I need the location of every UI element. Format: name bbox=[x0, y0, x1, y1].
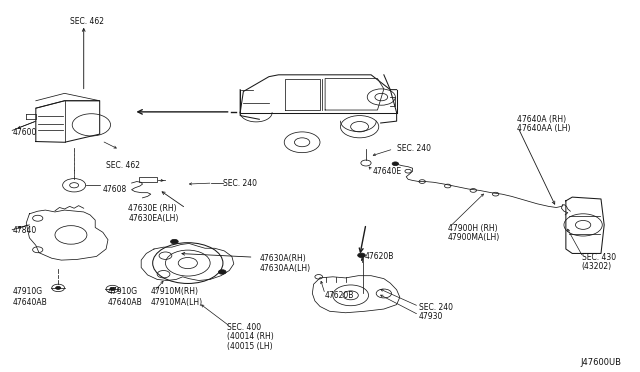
Circle shape bbox=[110, 288, 115, 291]
Text: 47930: 47930 bbox=[419, 312, 444, 321]
Text: 47910G: 47910G bbox=[12, 287, 42, 296]
Text: (43202): (43202) bbox=[582, 262, 612, 271]
Text: 47640AB: 47640AB bbox=[12, 298, 47, 307]
Text: 47608: 47608 bbox=[103, 185, 127, 194]
Text: SEC. 400: SEC. 400 bbox=[227, 323, 262, 332]
Circle shape bbox=[392, 162, 399, 166]
Text: 47840: 47840 bbox=[12, 226, 36, 235]
Text: 47640E: 47640E bbox=[372, 167, 401, 176]
Text: 47640A (RH): 47640A (RH) bbox=[516, 115, 566, 124]
Text: 47640AA (LH): 47640AA (LH) bbox=[516, 124, 570, 133]
Text: SEC. 240: SEC. 240 bbox=[223, 179, 257, 187]
Text: 47910G: 47910G bbox=[108, 287, 138, 296]
Text: 47600: 47600 bbox=[12, 128, 36, 137]
Text: SEC. 240: SEC. 240 bbox=[397, 144, 431, 153]
Text: 47640AB: 47640AB bbox=[108, 298, 143, 307]
Text: 47620B: 47620B bbox=[365, 252, 394, 261]
Text: 47620B: 47620B bbox=[325, 291, 355, 300]
Text: 47900H (RH): 47900H (RH) bbox=[448, 224, 497, 233]
FancyBboxPatch shape bbox=[139, 177, 157, 182]
Text: 47630E (RH): 47630E (RH) bbox=[129, 204, 177, 213]
Text: SEC. 430: SEC. 430 bbox=[582, 253, 616, 262]
Text: 47630EA(LH): 47630EA(LH) bbox=[129, 214, 179, 223]
Text: 47910M(RH): 47910M(RH) bbox=[151, 287, 199, 296]
Text: (40014 (RH): (40014 (RH) bbox=[227, 332, 274, 341]
Circle shape bbox=[56, 286, 61, 289]
Text: 47630AA(LH): 47630AA(LH) bbox=[259, 264, 310, 273]
Circle shape bbox=[358, 253, 365, 257]
Text: SEC. 462: SEC. 462 bbox=[70, 17, 104, 26]
Text: 47910MA(LH): 47910MA(LH) bbox=[151, 298, 203, 307]
Text: SEC. 462: SEC. 462 bbox=[106, 161, 140, 170]
Text: (40015 (LH): (40015 (LH) bbox=[227, 341, 273, 350]
Text: 47900MA(LH): 47900MA(LH) bbox=[448, 233, 500, 243]
Text: SEC. 240: SEC. 240 bbox=[419, 303, 453, 312]
Text: 47630A(RH): 47630A(RH) bbox=[259, 254, 306, 263]
Circle shape bbox=[218, 270, 226, 274]
Text: J47600UB: J47600UB bbox=[580, 357, 621, 366]
Circle shape bbox=[171, 239, 178, 244]
